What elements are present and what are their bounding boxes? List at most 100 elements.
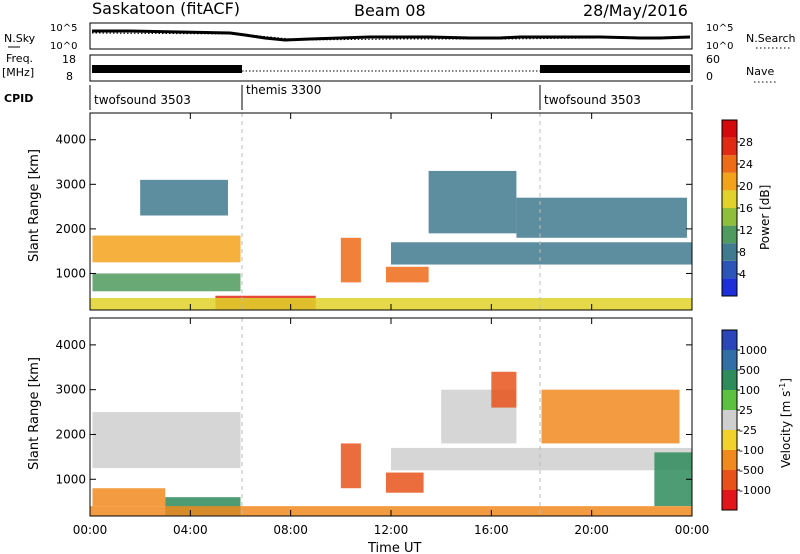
velocity-colorbar-tick-3: 25 [739, 404, 753, 417]
velocity-ylabel: Slant Range [km] [27, 357, 42, 470]
nave-label: Nave [746, 65, 774, 78]
x-axis: 00:00 04:00 08:00 12:00 16:00 20:00 00:00 [73, 113, 710, 537]
velocity-colorbar-swatch-4 [722, 410, 737, 430]
velocity-region-8 [541, 389, 680, 444]
x-tick-1: 04:00 [173, 523, 208, 537]
power-colorbar-tick-1: 8 [739, 246, 746, 259]
power-data [90, 170, 692, 310]
nsky-tick-top: 10^5 [50, 23, 77, 34]
velocity-colorbar-swatch-5 [722, 430, 737, 450]
velocity-colorbar-swatch-0 [722, 330, 737, 350]
power-region-7 [428, 170, 517, 234]
velocity-colorbar-tick-0: 1000 [739, 344, 767, 357]
power-region-2 [140, 179, 228, 216]
x-tick-5: 20:00 [574, 523, 609, 537]
power-colorbar-swatch-0 [722, 278, 737, 296]
velocity-colorbar-label-main: Velocity [m s [779, 391, 793, 468]
x-tick-6: 00:00 [675, 523, 710, 537]
velocity-colorbar-tick-5: -100 [739, 444, 764, 457]
nsky-label: N.Sky [4, 32, 36, 45]
nsearch-trace [91, 32, 690, 41]
freq-tick-top: 18 [62, 53, 76, 66]
noise-strip: N.Sky 10^5 10^0 10^5 10^0 N.Search [4, 22, 796, 52]
velocity-region-1 [92, 488, 166, 507]
cpid-segment-1: twofsound 3503 [94, 93, 191, 107]
power-colorbar-tick-6: 28 [739, 136, 753, 149]
power-colorbar-swatch-9 [722, 120, 737, 138]
power-ytick-2: 3000 [55, 177, 86, 191]
velocity-data [90, 371, 692, 516]
velocity-colorbar-swatch-1 [722, 350, 737, 370]
x-tick-2: 08:00 [273, 523, 308, 537]
nsky-trace [92, 29, 691, 42]
nsearch-tick-bottom: 10^0 [706, 41, 733, 52]
power-colorbar-swatch-4 [722, 208, 737, 226]
power-region-0 [92, 235, 241, 263]
freq-tick-bottom: 8 [66, 70, 73, 83]
power-colorbar-swatch-6 [722, 172, 737, 191]
freq-label-1: Freq. [6, 52, 33, 65]
velocity-colorbar-label-exp: -1 [778, 383, 787, 391]
power-region-1 [92, 273, 241, 292]
velocity-colorbar-tick-1: 500 [739, 364, 760, 377]
power-colorbar: 4 8 12 16 20 24 28 Power [dB] [721, 119, 772, 297]
velocity-colorbar-tick-2: 100 [739, 384, 760, 397]
beam-title: Beam 08 [354, 1, 426, 20]
power-ytick-1: 2000 [55, 222, 86, 236]
x-tick-3: 12:00 [374, 523, 409, 537]
nsearch-tick-top: 10^5 [706, 23, 733, 34]
power-region-9 [90, 297, 692, 310]
velocity-region-7 [391, 447, 692, 471]
freq-band-1 [92, 65, 242, 73]
velocity-region-4 [385, 472, 424, 493]
velocity-region-3 [340, 443, 361, 489]
velocity-colorbar-swatch-8 [722, 490, 737, 510]
velocity-region-0 [92, 412, 241, 469]
power-region-6 [391, 242, 692, 265]
velocity-colorbar-label-close: ] [779, 378, 793, 383]
velocity-colorbar-swatch-6 [722, 450, 737, 470]
cpid-label: CPID [4, 92, 33, 105]
nsky-tick-bottom: 10^0 [50, 41, 77, 52]
x-tick-0: 00:00 [73, 523, 108, 537]
power-region-5 [385, 266, 429, 283]
power-ylabel: Slant Range [km] [27, 149, 42, 262]
freq-label-2: [MHz] [2, 66, 34, 79]
freq-strip: Freq. [MHz] 18 8 60 0 Nave [2, 52, 778, 83]
power-ytick-3: 4000 [55, 133, 86, 147]
velocity-region-9 [654, 452, 692, 507]
cpid-segment-3: twofsound 3503 [544, 93, 641, 107]
nave-tick-bottom: 0 [706, 70, 713, 83]
velocity-colorbar-label: Velocity [m s-1] [778, 378, 793, 468]
power-region-4 [340, 237, 361, 283]
velocity-ytick-1: 2000 [55, 427, 86, 441]
power-region-8 [516, 197, 687, 238]
velocity-colorbar-tick-6: -500 [739, 464, 764, 477]
velocity-ytick-0: 1000 [55, 472, 86, 486]
velocity-colorbar-swatch-3 [722, 390, 737, 410]
velocity-ytick-2: 3000 [55, 383, 86, 397]
x-tick-4: 16:00 [474, 523, 509, 537]
x-axis-label: Time UT [367, 541, 421, 554]
velocity-region-6 [491, 371, 517, 408]
power-colorbar-swatch-3 [722, 225, 737, 244]
velocity-ytick-3: 4000 [55, 338, 86, 352]
power-colorbar-swatch-2 [722, 243, 737, 261]
velocity-panel: 1000 2000 3000 4000 Slant Range [km] [27, 317, 693, 517]
power-colorbar-swatch-7 [722, 155, 737, 173]
power-colorbar-swatch-5 [722, 190, 737, 208]
power-colorbar-tick-5: 24 [739, 158, 753, 171]
station-title: Saskatoon (fitACF) [92, 0, 240, 18]
power-colorbar-tick-3: 16 [739, 202, 753, 215]
velocity-colorbar-tick-7: -1000 [739, 484, 771, 497]
velocity-colorbar: 1000 500 100 25 -25 -100 -500 -1000 Velocity [m… [721, 329, 793, 511]
freq-band-3 [540, 65, 690, 73]
nave-tick-top: 60 [706, 53, 720, 66]
velocity-colorbar-swatch-2 [722, 370, 737, 390]
power-colorbar-swatch-1 [722, 260, 737, 279]
power-colorbar-label: Power [dB] [758, 185, 772, 250]
velocity-colorbar-tick-4: -25 [739, 424, 757, 437]
date-title: 28/May/2016 [583, 1, 688, 20]
power-panel: 1000 2000 3000 4000 Slant Range [km] [27, 112, 693, 311]
